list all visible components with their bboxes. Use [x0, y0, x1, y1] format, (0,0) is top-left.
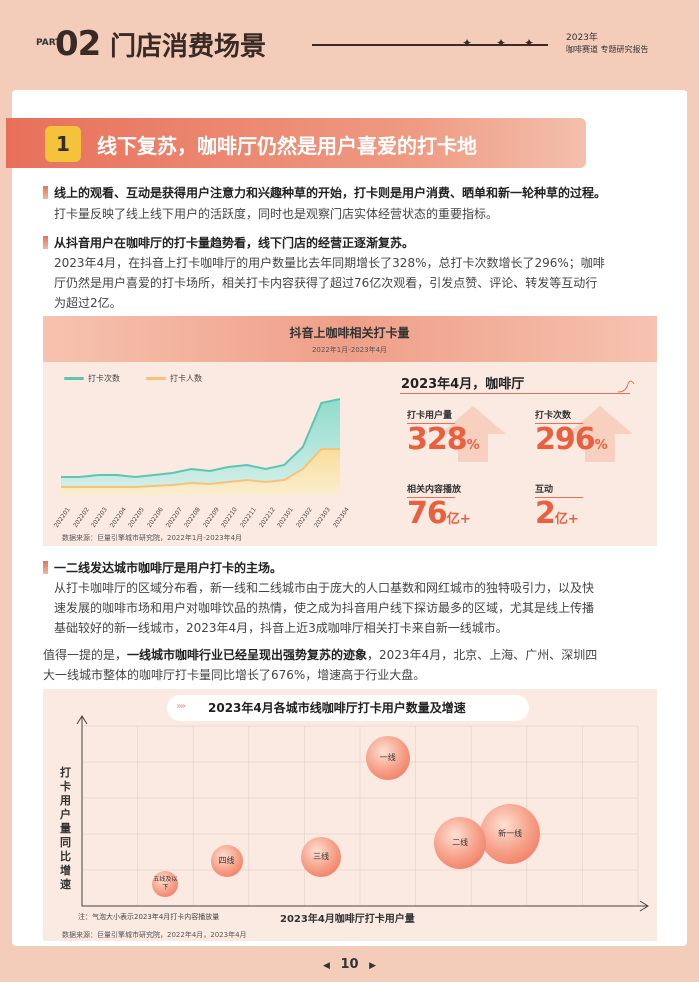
kpi-label-interactions: 互动 [535, 482, 583, 498]
para4-line1: 值得一提的是，一线城市咖啡行业已经呈现出强势复苏的迹象，2023年4月，北京、上… [43, 648, 598, 662]
page-title: 门店消费场景 [110, 32, 267, 62]
series-line-1 [61, 448, 340, 488]
checkin-area-chart [61, 398, 341, 495]
section-title: 线下复苏，咖啡厅仍然是用户喜爱的打卡地 [97, 134, 477, 158]
next-page-icon[interactable]: ▶ [369, 961, 376, 971]
bullet-bar [43, 561, 48, 574]
para3-line2: 速发展的咖啡市场和用户对咖啡饮品的热情，使之成为抖音用户线下探访最多的区域，尤其… [54, 601, 595, 615]
para4-line2: 大一线城市整体的咖啡厅打卡量同比增长了676%，增速高于行业大盘。 [43, 668, 426, 682]
kpi-heading: 2023年4月，咖啡厅 [401, 377, 525, 392]
section-number-badge: 1 [45, 126, 81, 162]
series-line-0 [61, 398, 341, 479]
bubble-五线及以下: 五线及以下 [152, 871, 179, 898]
bubble-新一线: 新一线 [480, 804, 541, 864]
part-label: PART [36, 38, 62, 48]
para2-heading: 从抖音用户在咖啡厅的打卡量趋势看，线下门店的经营正逐渐复苏。 [54, 236, 415, 250]
double-chevron-icon: »» [176, 701, 186, 712]
kpi-label-users: 打卡用户量 [407, 408, 455, 424]
city-chart-title-pill [167, 695, 529, 721]
kpi-divider [400, 393, 630, 394]
part-number: 02 [55, 24, 101, 64]
sparkle-icon: ✦ [524, 36, 535, 50]
card-scallop-edge [12, 86, 687, 96]
bubble-二线: 二线 [434, 817, 487, 869]
checkin-chart-header [43, 316, 657, 362]
bubble-四线: 四线 [210, 845, 243, 877]
checkin-chart-title: 抖音上咖啡相关打卡量 [289, 326, 410, 340]
bubble-三线: 三线 [301, 837, 342, 878]
kpi-value-views: 76亿+ [407, 496, 471, 531]
para1-heading: 线上的观看、互动是获得用户注意力和兴趣种草的开始，打卡则是用户消费、晒单和新一轮… [54, 186, 607, 200]
city-chart-title: 2023年4月各城市线咖啡厅打卡用户数量及增速 [208, 701, 466, 715]
curl-icon [617, 380, 635, 393]
axis-line [81, 716, 648, 907]
para3-line1: 从打卡咖啡厅的区域分布看，新一线和二线城市由于庞大的人口基数和网红城市的独特吸引… [54, 581, 595, 595]
series-area-0 [61, 399, 340, 495]
prev-page-icon[interactable]: ◀ [323, 961, 330, 971]
bullet-bar [43, 236, 48, 249]
checkin-chart-source: 数据来源：巨量引擎城市研究院，2022年1月-2023年4月 [62, 534, 243, 542]
kpi-label-checkins: 打卡次数 [535, 408, 583, 424]
sparkle-icon: ✦ [496, 36, 507, 50]
growth-arrow-icon [567, 406, 633, 462]
header-divider [312, 44, 548, 46]
series-area-1 [61, 449, 340, 495]
legend-item-checkins: 打卡次数 [64, 373, 120, 384]
para2-line2: 厅仍然是用户喜爱的打卡场所，相关打卡内容获得了超过76亿次观看，引发点赞、评论、… [54, 276, 598, 290]
pagination: ◀ 10 ▶ [0, 957, 699, 972]
bubble-一线: 一线 [365, 736, 410, 781]
legend-label: 打卡次数 [88, 374, 120, 383]
bullet-bar [43, 186, 48, 199]
city-chart-note: 注：气泡大小表示2023年4月打卡内容播放量 [78, 913, 220, 921]
report-subtitle: 咖啡赛道 专题研究报告 [566, 45, 649, 54]
para1-text: 打卡量反映了线上线下用户的活跃度，同时也是观察门店实体经营状态的重要指标。 [54, 207, 499, 221]
city-bubble-chart-panel [43, 689, 657, 941]
para3-line3: 基础较好的新一线城市，2023年4月，抖音上近3成咖啡厅相关打卡来自新一线城市。 [54, 621, 508, 635]
city-chart-y-label: 打卡用户量同比增速 [60, 766, 71, 891]
city-chart-axes [76, 715, 649, 912]
checkin-chart-subtitle: 2022年1月-2023年4月 [311, 346, 388, 354]
legend-swatch [146, 377, 166, 380]
y-axis-arrow-icon [76, 715, 88, 725]
kpi-value-interactions: 2亿+ [535, 496, 579, 531]
legend-item-users: 打卡人数 [146, 373, 202, 384]
kpi-value-checkins: 296% [535, 422, 608, 457]
para2-line1: 2023年4月，在抖音上打卡咖啡厅的用户数量比去年同期增长了328%，总打卡次数… [54, 256, 605, 270]
report-year: 2023年 [566, 33, 598, 43]
growth-arrow-icon [440, 406, 506, 462]
city-chart-source: 数据来源：巨量引擎城市研究院，2022年4月，2023年4月 [62, 931, 247, 939]
x-axis-arrow-icon [639, 900, 649, 912]
city-chart-x-label: 2023年4月咖啡厅打卡用户量 [280, 914, 415, 925]
sparkle-icon: ✦ [462, 36, 473, 50]
page-number: 10 [340, 957, 359, 972]
kpi-label-views: 相关内容播放 [407, 482, 461, 498]
legend-label: 打卡人数 [170, 374, 202, 383]
kpi-value-users: 328% [407, 422, 480, 457]
page-header: PART 02 门店消费场景 ✦ ✦ ✦ 2023年 咖啡赛道 专题研究报告 [0, 0, 699, 88]
legend-swatch [64, 377, 84, 380]
para2-line3: 为超过2亿。 [54, 296, 122, 310]
section-banner [6, 118, 586, 168]
para3-heading: 一二线发达城市咖啡厅是用户打卡的主场。 [54, 561, 283, 575]
